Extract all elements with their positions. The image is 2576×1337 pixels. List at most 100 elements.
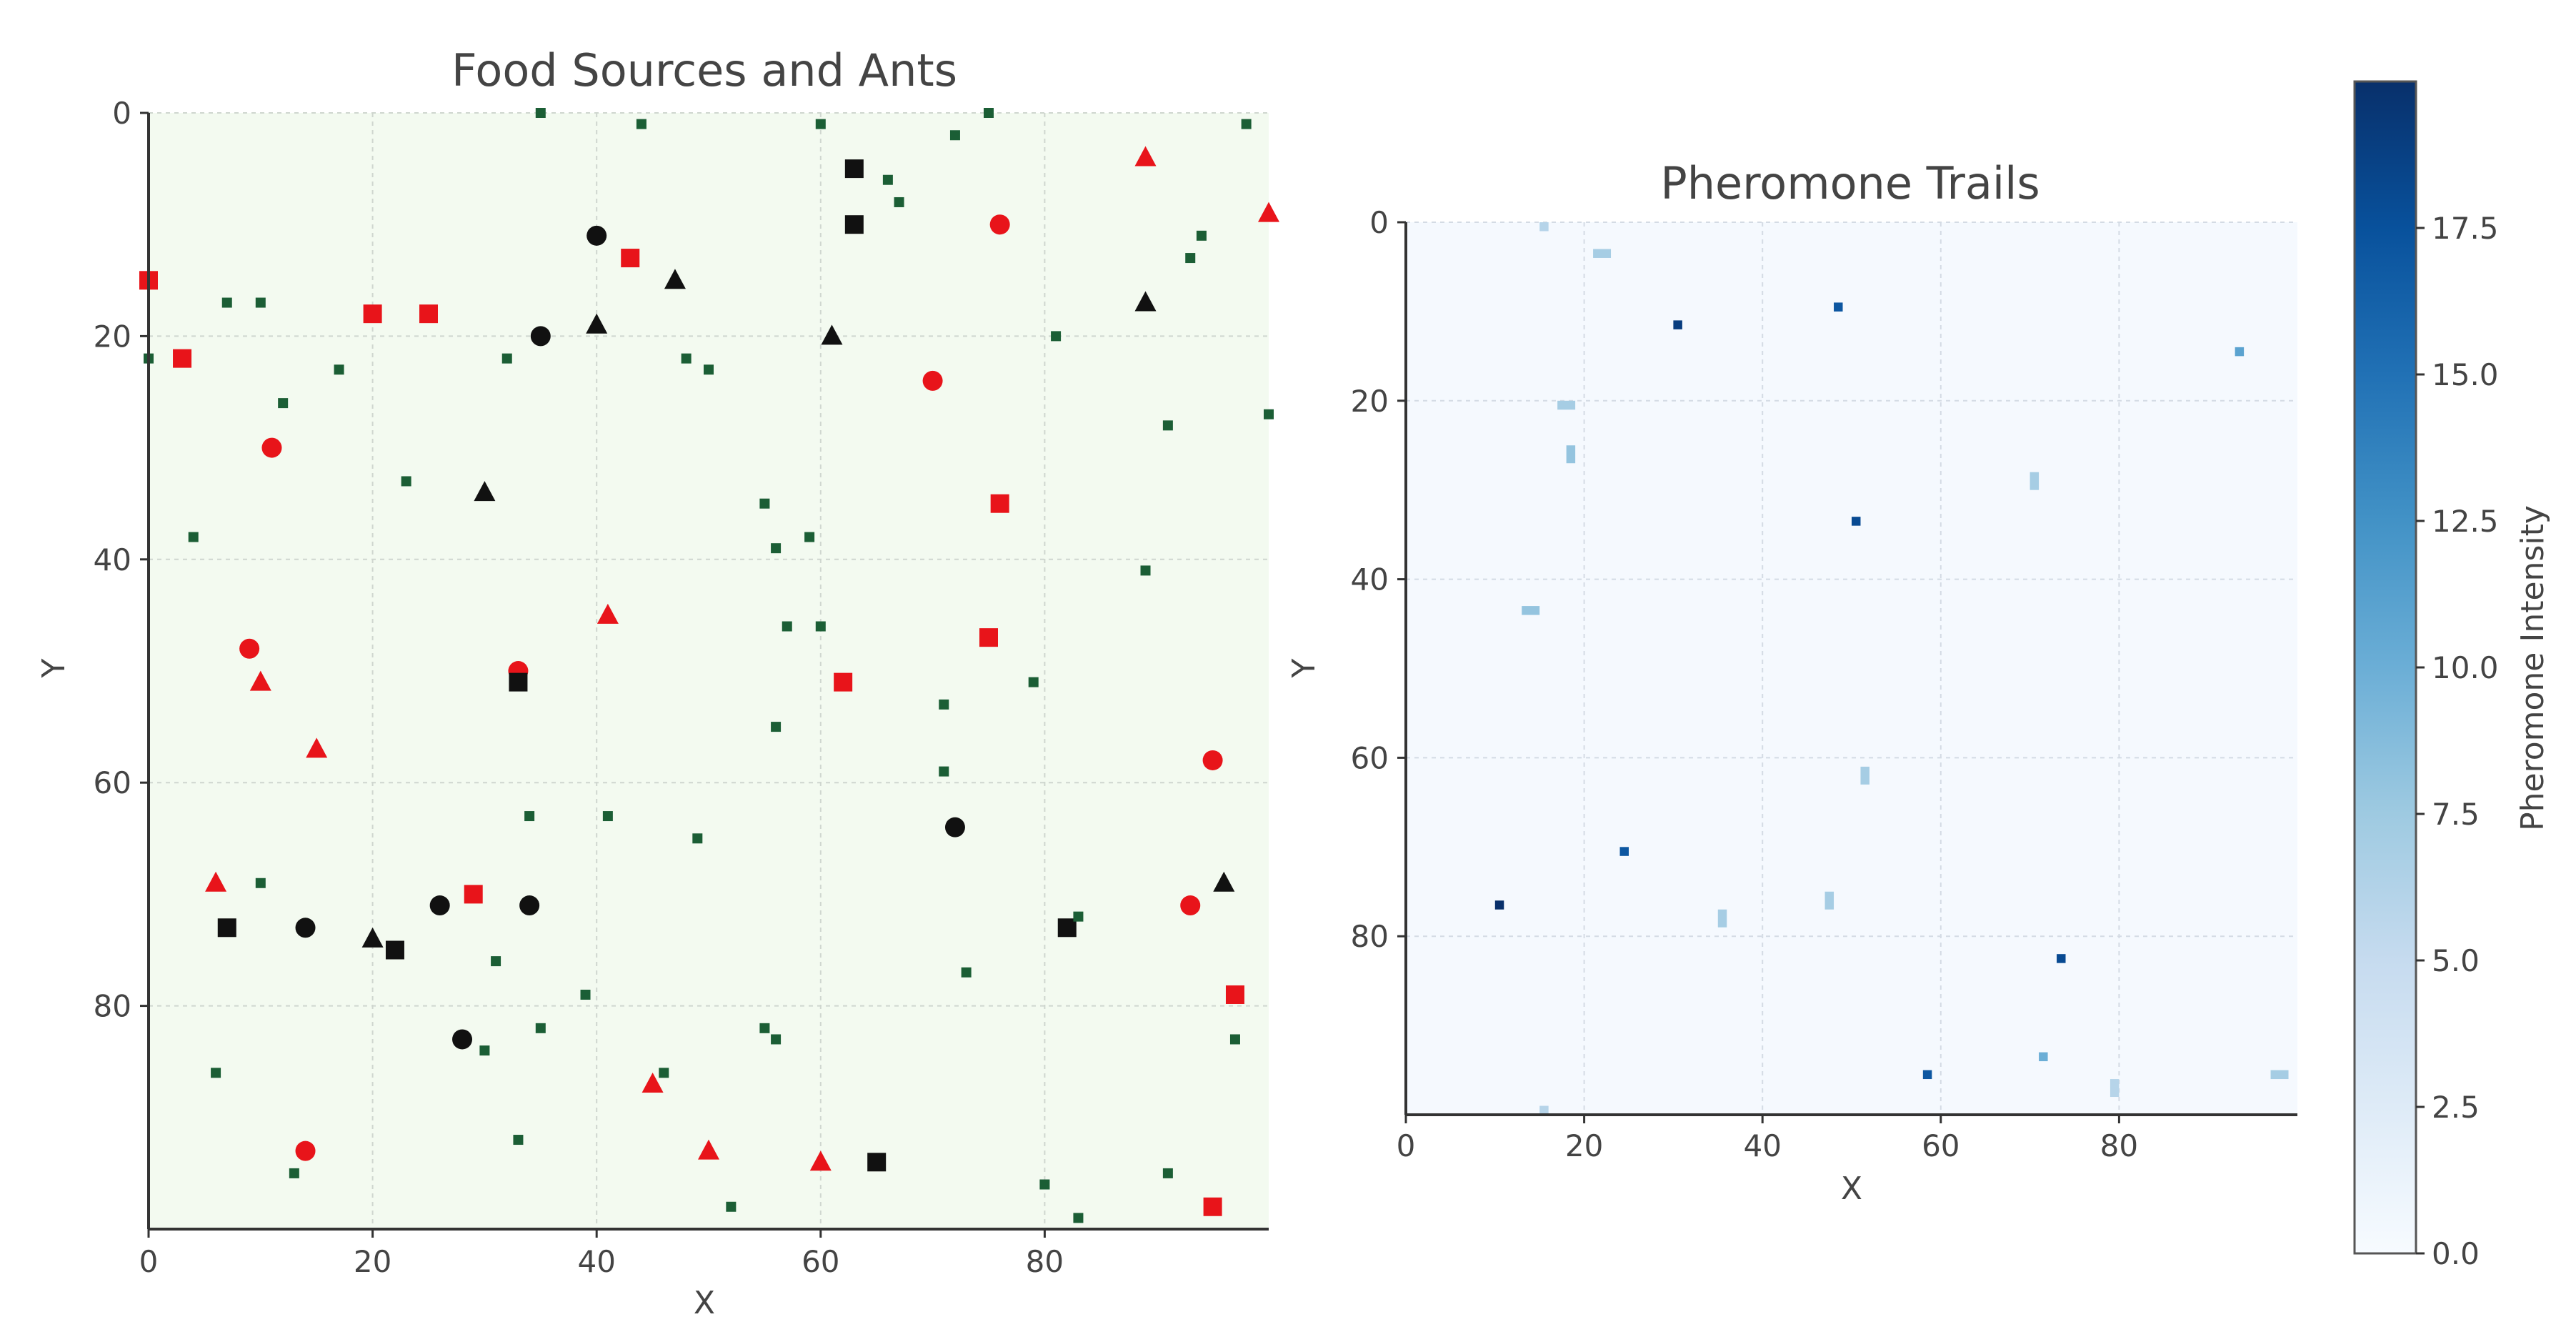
food-point-black-triangle (821, 324, 843, 345)
food-point-red-circle (295, 1140, 316, 1161)
food-point-red-circle (1180, 895, 1201, 916)
pheromone-x-tick-label: 0 (1397, 1128, 1416, 1163)
colorbar: 0.0 2.5 5.0 7.5 10.0 12.5 15.0 17.5 Pheromone I… (2353, 80, 2551, 1271)
food-point-red-square (979, 628, 998, 647)
food-point-red-square (173, 349, 192, 368)
food-point-green-small-square (782, 621, 792, 632)
food-point-black-circle (944, 817, 965, 838)
food-y-tick-label: 60 (94, 765, 131, 800)
pheromone-y-axis-label: Y (1286, 658, 1322, 678)
colorbar-tick-label: 10.0 (2432, 650, 2499, 685)
food-point-green-small-square (704, 364, 714, 375)
food-ticks: 0 20 40 60 80 0 20 40 60 80 (94, 96, 1064, 1279)
colorbar-tick-label: 15.0 (2432, 357, 2499, 392)
food-x-tick-label: 60 (802, 1244, 839, 1279)
food-point-black-triangle (361, 927, 384, 948)
food-point-red-square (834, 672, 853, 692)
food-point-red-circle (1202, 750, 1223, 770)
food-point-green-small-square (501, 353, 512, 364)
food-point-green-small-square (939, 699, 949, 710)
food-point-green-small-square (1162, 420, 1173, 431)
food-y-tick-label: 0 (112, 96, 131, 131)
food-point-red-square (990, 494, 1009, 513)
food-point-black-circle (295, 918, 316, 938)
food-point-green-small-square (804, 532, 815, 542)
pheromone-cell (1834, 302, 1843, 312)
food-point-green-small-square (1196, 230, 1207, 241)
pheromone-cell (1619, 847, 1629, 856)
food-point-black-square (217, 918, 236, 938)
food-axes (147, 113, 1269, 1231)
pheromone-cell (1494, 900, 1504, 910)
food-point-red-triangle (1134, 146, 1157, 166)
food-point-black-circle (586, 225, 607, 246)
pheromone-cell (1557, 400, 1576, 410)
colorbar-gradient (2353, 80, 2417, 1255)
food-point-green-small-square (815, 119, 826, 129)
food-point-green-small-square (289, 1168, 299, 1178)
pheromone-axes (1404, 222, 2297, 1116)
pheromone-cell (1539, 222, 1549, 232)
food-point-green-small-square (815, 621, 826, 632)
food-point-black-triangle (1134, 291, 1157, 312)
food-grid (148, 112, 1269, 1229)
food-point-black-square (844, 159, 864, 179)
food-point-red-triangle (596, 603, 619, 624)
pheromone-y-tick-label: 80 (1351, 919, 1389, 954)
food-ants-chart: Food Sources and Ants 0 20 40 60 80 0 20 40 60 80… (36, 44, 1279, 1321)
pheromone-cell (1922, 1070, 1932, 1080)
food-point-black-triangle (586, 313, 608, 334)
food-point-green-small-square (1140, 565, 1151, 576)
pheromone-cell (1539, 1105, 1549, 1115)
food-x-tick-label: 0 (139, 1244, 159, 1279)
food-point-green-small-square (535, 1023, 546, 1033)
pheromone-cell (1593, 249, 1612, 258)
food-y-axis-label: Y (36, 658, 72, 678)
pheromone-cell (1852, 517, 1861, 526)
colorbar-tick-label: 17.5 (2432, 211, 2499, 246)
pheromone-x-tick-label: 60 (1922, 1128, 1960, 1163)
food-point-green-small-square (479, 1045, 490, 1056)
pheromone-x-tick-label: 40 (1743, 1128, 1781, 1163)
food-point-green-small-square (1241, 119, 1252, 129)
food-point-green-small-square (726, 1201, 737, 1212)
food-point-green-small-square (961, 967, 972, 978)
food-point-green-small-square (984, 108, 994, 118)
food-point-green-small-square (1051, 331, 1062, 342)
food-point-green-small-square (771, 722, 782, 732)
colorbar-label: Pheromone Intensity (2515, 505, 2551, 831)
pheromone-y-tick-label: 60 (1351, 740, 1389, 775)
food-point-green-small-square (939, 766, 949, 777)
food-point-green-small-square (771, 1034, 782, 1045)
food-point-red-square (464, 885, 483, 904)
food-point-red-triangle (1258, 202, 1279, 222)
food-point-black-circle (519, 895, 540, 916)
food-point-red-circle (239, 638, 260, 659)
pheromone-plot-background (1406, 222, 2297, 1115)
pheromone-cell (1717, 909, 1727, 928)
pheromone-y-tick-label: 0 (1369, 205, 1389, 240)
food-point-red-circle (989, 214, 1010, 235)
food-point-green-small-square (535, 108, 546, 118)
food-point-green-small-square (255, 297, 266, 308)
food-point-black-triangle (474, 481, 496, 502)
pheromone-cell (2039, 1052, 2048, 1062)
food-point-black-square (1057, 918, 1077, 938)
food-point-red-square (363, 304, 382, 324)
food-point-black-square (385, 940, 404, 960)
food-point-green-small-square (1073, 1213, 1084, 1223)
food-y-tick-label: 40 (94, 542, 131, 577)
pheromone-ticks: 0 20 40 60 80 0 20 40 60 80 (1351, 205, 2139, 1163)
food-y-tick-label: 20 (94, 319, 131, 354)
pheromone-cell (2057, 954, 2066, 963)
food-point-green-small-square (771, 543, 782, 554)
food-point-black-circle (429, 895, 450, 916)
food-point-red-triangle (809, 1150, 832, 1171)
pheromone-cell (2270, 1070, 2289, 1080)
food-plot-background (149, 113, 1269, 1229)
food-point-red-square (419, 304, 438, 324)
food-point-red-square (1203, 1197, 1222, 1216)
food-x-tick-label: 20 (354, 1244, 391, 1279)
pheromone-x-tick-label: 80 (2100, 1128, 2138, 1163)
